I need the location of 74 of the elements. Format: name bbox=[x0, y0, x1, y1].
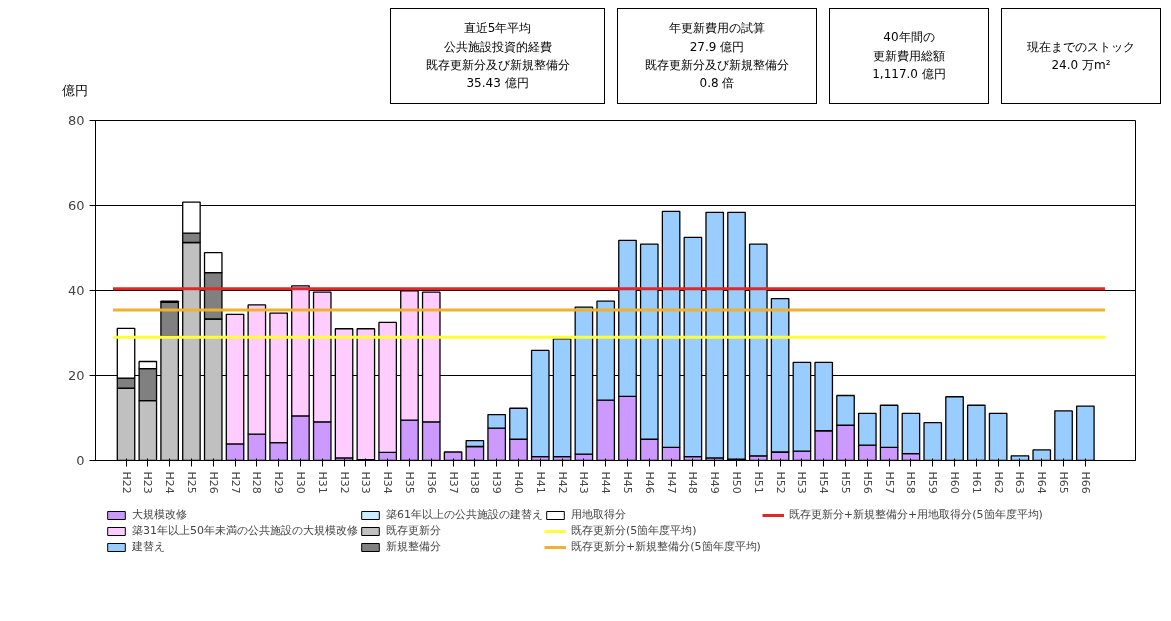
x-tick-label: H55 bbox=[839, 471, 853, 494]
x-tick-label: H62 bbox=[991, 471, 1005, 494]
x-tick-label: H42 bbox=[555, 471, 569, 494]
text: 既存更新分及び新規整備分 bbox=[424, 58, 571, 73]
x-tick-label: H57 bbox=[882, 471, 896, 494]
x-tick-label: H60 bbox=[948, 471, 962, 494]
x-tick-label: H40 bbox=[511, 471, 525, 494]
y-tick-label: 0 bbox=[76, 453, 85, 468]
x-tick-label: H33 bbox=[359, 471, 373, 494]
legend-label: 用地取得分 bbox=[571, 507, 626, 522]
legend-label: 新規整備分 bbox=[386, 539, 441, 554]
x-tick-label: H56 bbox=[860, 471, 874, 494]
x-tick-label: H63 bbox=[1013, 471, 1027, 494]
x-tick-label: H24 bbox=[163, 471, 177, 494]
x-tick-label: H58 bbox=[904, 471, 918, 494]
legend-label: 大規模改修 bbox=[132, 507, 187, 522]
text: 更新費用総額 bbox=[872, 48, 946, 64]
x-tick-label: H25 bbox=[184, 471, 198, 494]
x-tick-label: H29 bbox=[272, 471, 286, 494]
x-tick-label: H51 bbox=[751, 471, 765, 494]
x-tick-label: H45 bbox=[620, 471, 634, 494]
x-tick-label: H37 bbox=[446, 471, 460, 494]
legend-label: 既存更新分+新規整備分(5箇年度平均) bbox=[571, 539, 761, 554]
y-tick-label: 60 bbox=[67, 198, 85, 213]
x-tick-label: H66 bbox=[1078, 471, 1092, 494]
x-tick-label: H41 bbox=[533, 471, 547, 494]
legend-label: 築61年以上の公共施設の建替え bbox=[386, 507, 543, 522]
legend-label: 既存更新分 bbox=[386, 523, 441, 538]
x-tick-label: H26 bbox=[206, 471, 220, 494]
x-tick-label: H36 bbox=[424, 471, 438, 494]
x-tick-label: H23 bbox=[141, 471, 155, 494]
x-tick-label: H54 bbox=[817, 471, 831, 494]
x-tick-label: H47 bbox=[664, 471, 678, 494]
x-tick-label: H44 bbox=[599, 471, 613, 494]
x-tick-label: H65 bbox=[1057, 471, 1071, 494]
x-tick-label: H53 bbox=[795, 471, 809, 494]
text: 24.0 万m² bbox=[1050, 58, 1112, 73]
text: 現在までのストック bbox=[1026, 39, 1136, 54]
x-tick-label: H32 bbox=[337, 471, 351, 494]
legend-label: 築31年以上50年未満の公共施設の大規模改修 bbox=[132, 523, 358, 538]
y-tick-label: 80 bbox=[67, 113, 85, 128]
y-tick-label: 40 bbox=[67, 283, 85, 298]
legend-label: 建替え bbox=[132, 539, 165, 554]
x-tick-label: H27 bbox=[228, 471, 242, 494]
x-tick-label: H61 bbox=[969, 471, 983, 494]
x-tick-label: H35 bbox=[402, 471, 416, 494]
x-tick-label: H59 bbox=[926, 471, 940, 494]
x-tick-label: H50 bbox=[730, 471, 744, 494]
text: 既存更新分及び新規整備分 bbox=[644, 58, 790, 73]
text: 直近5年平均 bbox=[462, 21, 533, 36]
text: 40年間の bbox=[882, 30, 936, 45]
text: 年更新費用の試算 bbox=[668, 21, 766, 36]
text: 27.9 億円 bbox=[688, 39, 746, 54]
x-tick-label: H52 bbox=[773, 471, 787, 494]
x-tick-label: H30 bbox=[293, 471, 307, 494]
x-tick-label: H64 bbox=[1035, 471, 1049, 494]
legend-label: 既存更新分(5箇年度平均) bbox=[571, 523, 697, 538]
x-tick-label: H46 bbox=[642, 471, 656, 494]
x-tick-label: H28 bbox=[250, 471, 264, 494]
y-tick-label: 20 bbox=[67, 368, 85, 383]
x-tick-label: H49 bbox=[708, 471, 722, 494]
x-tick-label: H38 bbox=[468, 471, 482, 494]
x-tick-label: H48 bbox=[686, 471, 700, 494]
text: 1,117.0 億円 bbox=[871, 67, 947, 82]
y-axis-title: 億円 bbox=[62, 82, 88, 100]
text: 公共施設投資的経費 bbox=[442, 39, 553, 54]
x-tick-label: H43 bbox=[577, 471, 591, 494]
x-tick-label: H34 bbox=[381, 471, 395, 494]
x-tick-label: H39 bbox=[490, 471, 504, 494]
x-tick-label: H22 bbox=[119, 471, 133, 494]
legend-label: 既存更新分+新規整備分+用地取得分(5箇年度平均) bbox=[788, 507, 1043, 522]
x-tick-label: H31 bbox=[315, 471, 329, 494]
text: 35.43 億円 bbox=[465, 76, 530, 91]
text: 0.8 倍 bbox=[698, 76, 736, 91]
